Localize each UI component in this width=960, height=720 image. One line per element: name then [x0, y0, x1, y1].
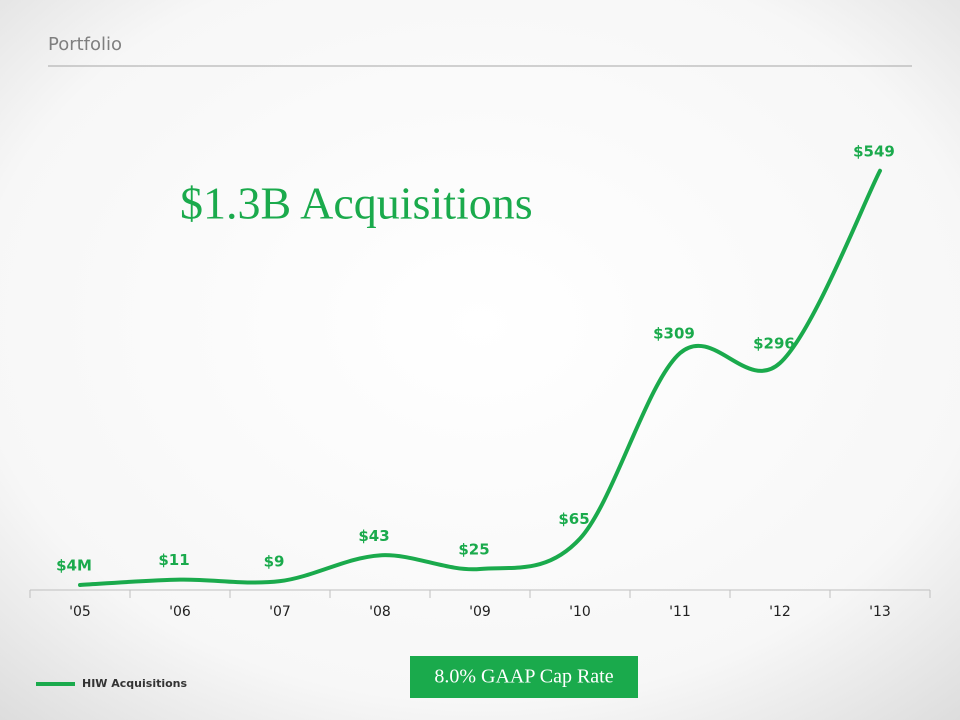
data-label: $25: [458, 541, 489, 559]
chart-title: $1.3B Acquisitions: [180, 178, 533, 229]
x-tick-label: '11: [669, 604, 691, 620]
data-label: $296: [753, 335, 795, 353]
data-label: $549: [853, 142, 895, 160]
data-label: $43: [358, 527, 389, 545]
x-tick-label: '10: [569, 604, 591, 620]
data-label: $9: [264, 553, 285, 571]
annotation-box: [410, 656, 638, 698]
legend-label: HIW Acquisitions: [82, 677, 188, 690]
series-line: [78, 168, 882, 587]
x-tick-label: '12: [769, 604, 791, 620]
x-tick-label: '06: [169, 604, 191, 620]
x-tick-label: '05: [69, 604, 91, 620]
data-label: $65: [558, 510, 589, 528]
x-tick-label: '09: [469, 604, 491, 620]
data-label: $4M: [56, 556, 92, 574]
x-tick-label: '13: [869, 604, 891, 620]
x-tick-label: '07: [269, 604, 291, 620]
x-tick-label: '08: [369, 604, 391, 620]
data-label: $309: [653, 325, 695, 343]
annotation: 8.0% GAAP Cap Rate: [434, 666, 613, 688]
section-title: Portfolio: [48, 34, 122, 55]
data-label: $11: [158, 551, 189, 569]
